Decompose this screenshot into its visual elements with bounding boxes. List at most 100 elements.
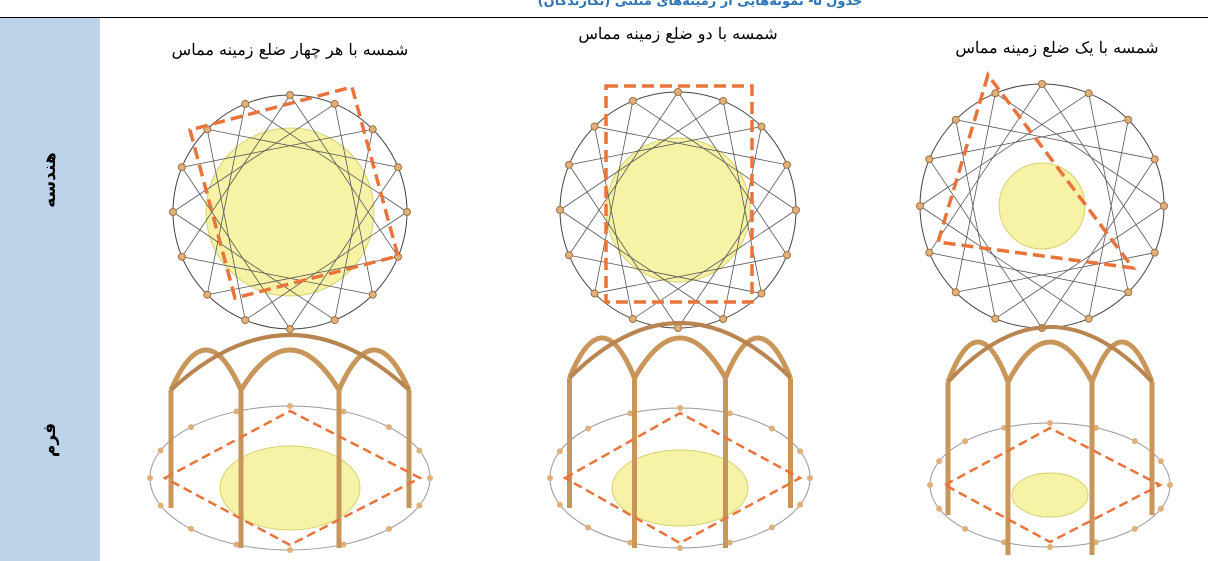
star-line <box>594 126 788 166</box>
arch <box>568 321 792 380</box>
node <box>416 447 423 454</box>
node <box>627 539 634 546</box>
arch <box>336 347 412 392</box>
node <box>768 425 775 432</box>
star-line <box>181 128 373 168</box>
node <box>394 163 403 172</box>
node <box>416 502 423 509</box>
shamseh <box>1011 472 1089 518</box>
ground-shape <box>604 84 754 304</box>
node <box>177 163 186 172</box>
node <box>556 206 564 214</box>
node <box>936 505 943 512</box>
star-line <box>632 100 797 211</box>
node <box>188 525 195 532</box>
star-line <box>955 119 996 319</box>
node <box>1047 420 1053 426</box>
node <box>556 501 563 508</box>
column-header: شمسه با هر چهار ضلع زمینه مماس <box>171 40 409 59</box>
node <box>1150 155 1159 164</box>
node <box>287 403 293 409</box>
star-line <box>929 119 1129 160</box>
side-column <box>0 18 100 561</box>
node <box>768 524 775 531</box>
node <box>927 482 933 488</box>
ground-shape <box>187 84 401 301</box>
node <box>385 424 392 431</box>
node <box>1160 202 1168 210</box>
node <box>962 438 969 445</box>
node <box>427 475 433 481</box>
node <box>951 288 960 297</box>
arch <box>1005 339 1095 384</box>
node <box>287 547 293 553</box>
node <box>783 160 792 169</box>
node <box>627 410 634 417</box>
node <box>936 458 943 465</box>
node <box>726 410 733 417</box>
node <box>991 89 1000 98</box>
node <box>585 524 592 531</box>
arch <box>632 335 728 380</box>
node <box>177 252 186 261</box>
node <box>628 96 637 105</box>
node <box>368 125 377 134</box>
star-line <box>955 93 996 293</box>
node <box>286 325 294 333</box>
column-header: شمسه با یک ضلع زمینه مماس <box>955 38 1159 57</box>
node <box>564 160 573 169</box>
arch <box>168 347 244 392</box>
star-line <box>955 119 1155 160</box>
node <box>340 541 347 548</box>
node <box>330 99 339 108</box>
arch <box>945 339 1011 383</box>
node <box>797 501 804 508</box>
node <box>951 115 960 124</box>
node <box>719 96 728 105</box>
arch <box>169 333 411 392</box>
node <box>962 525 969 532</box>
shamseh <box>611 449 749 527</box>
node <box>368 290 377 299</box>
star-line <box>995 92 1165 207</box>
node <box>1131 525 1138 532</box>
arch <box>723 335 793 379</box>
rule <box>0 17 1208 18</box>
star-line <box>929 252 1129 293</box>
node <box>590 289 599 298</box>
node <box>719 315 728 324</box>
node <box>797 448 804 455</box>
node <box>757 289 766 298</box>
node <box>233 541 240 548</box>
node <box>628 315 637 324</box>
node <box>203 290 212 299</box>
node <box>1084 89 1093 98</box>
shamseh <box>998 162 1086 250</box>
node <box>925 248 934 257</box>
node <box>340 408 347 415</box>
shamseh <box>605 137 751 283</box>
node <box>564 251 573 260</box>
node <box>157 502 164 509</box>
node <box>925 155 934 164</box>
star-line <box>919 92 1089 207</box>
node <box>157 447 164 454</box>
node <box>188 424 195 431</box>
node <box>241 99 250 108</box>
node <box>1157 458 1164 465</box>
node <box>991 314 1000 323</box>
node <box>1038 80 1046 88</box>
node <box>1157 505 1164 512</box>
star-line <box>568 126 762 166</box>
node <box>286 91 294 99</box>
node <box>1167 482 1173 488</box>
node <box>677 545 683 551</box>
shamseh <box>205 127 375 297</box>
node <box>674 324 682 332</box>
arch <box>567 335 637 379</box>
ground-shape <box>562 411 803 545</box>
node <box>556 448 563 455</box>
star-line <box>559 100 724 211</box>
ground-shape <box>935 71 1137 271</box>
node <box>385 525 392 532</box>
